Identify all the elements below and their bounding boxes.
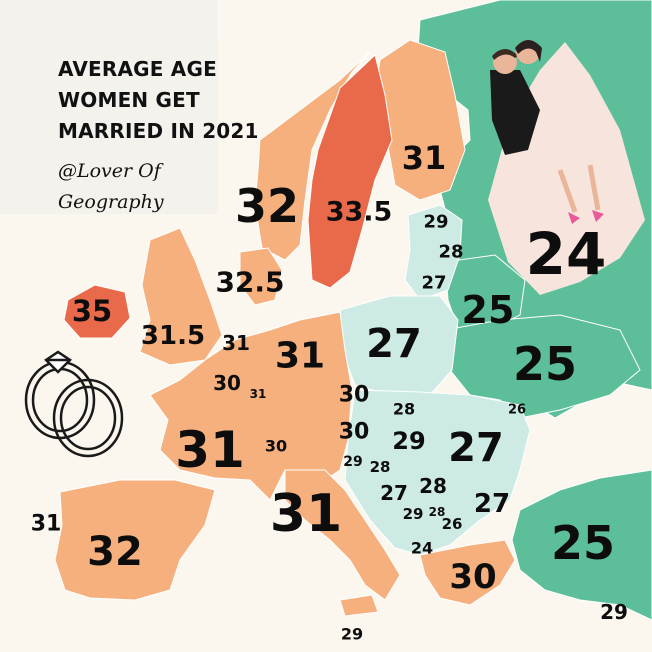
age-label-lithuania: 27 <box>421 272 447 294</box>
age-label-romania: 27 <box>448 425 504 471</box>
age-label-cyprus: 29 <box>600 600 628 624</box>
age-label-finland: 31 <box>401 139 447 177</box>
title-line-2: WOMEN GET <box>58 88 200 112</box>
region-turkey <box>511 469 652 621</box>
age-label-switzerland: 30 <box>264 436 288 456</box>
age-label-croatia: 28 <box>369 458 391 476</box>
wedding-rings-icon <box>24 350 124 458</box>
age-label-slovenia: 29 <box>343 454 363 470</box>
age-label-poland: 27 <box>366 321 422 367</box>
age-label-estonia: 29 <box>423 211 449 233</box>
age-label-united-kingdom: 31.5 <box>140 321 206 351</box>
age-label-spain: 32 <box>87 529 143 575</box>
age-label-germany: 31 <box>274 335 326 377</box>
credit-line-1: @Lover Of <box>58 160 161 182</box>
region-italy <box>284 469 401 601</box>
age-label-latvia: 28 <box>438 241 464 263</box>
age-label-belarus: 25 <box>461 288 515 332</box>
region-sicily <box>339 594 379 617</box>
age-label-sweden: 33.5 <box>325 196 393 228</box>
region-greece <box>419 539 516 606</box>
age-label-czechia: 30 <box>338 382 370 408</box>
age-label-slovakia: 28 <box>392 399 416 419</box>
title-line-1: AVERAGE AGE <box>58 57 217 81</box>
region-east-central <box>344 389 531 556</box>
region-iberia <box>54 479 216 601</box>
age-label-moldova: 26 <box>507 402 527 418</box>
age-label-norway: 32 <box>234 179 300 233</box>
age-label-ireland: 35 <box>71 294 113 328</box>
title-panel <box>0 0 218 214</box>
bride-groom-illustration <box>488 40 645 295</box>
map-title: AVERAGE AGE WOMEN GET MARRIED IN 2021 <box>58 54 259 147</box>
age-label-kosovo: 28 <box>428 505 446 519</box>
credit-line-2: Geography <box>58 191 164 213</box>
age-label-bulgaria: 27 <box>473 489 511 519</box>
age-label-hungary: 29 <box>392 427 426 455</box>
region-denmark <box>239 247 283 306</box>
age-label-netherlands: 31 <box>222 331 250 355</box>
age-label-turkey: 25 <box>550 516 616 570</box>
region-ukraine <box>444 314 641 419</box>
region-sweden <box>307 54 393 289</box>
age-label-montenegro: 29 <box>402 505 424 523</box>
age-label-russia: 24 <box>525 220 607 288</box>
age-label-serbia: 28 <box>419 474 447 498</box>
title-line-3: MARRIED IN 2021 <box>58 119 259 143</box>
age-label-bosnia: 27 <box>380 481 408 505</box>
age-label-malta: 29 <box>340 624 364 644</box>
age-label-albania: 24 <box>410 538 434 558</box>
region-ireland <box>63 284 131 339</box>
age-label-luxembourg: 31 <box>249 387 267 401</box>
age-label-belgium: 30 <box>213 371 241 395</box>
age-label-greece: 30 <box>449 557 497 597</box>
age-label-portugal: 31 <box>30 511 62 537</box>
age-label-italy: 31 <box>269 484 343 544</box>
age-label-denmark: 32.5 <box>215 265 285 299</box>
age-label-north-macedonia: 26 <box>441 515 463 533</box>
age-label-france: 31 <box>175 421 245 479</box>
age-label-ukraine: 25 <box>512 337 578 391</box>
region-baltics <box>404 204 463 301</box>
credit: @Lover Of Geography <box>58 156 164 218</box>
age-label-austria: 30 <box>338 419 370 445</box>
region-norway <box>254 51 371 261</box>
